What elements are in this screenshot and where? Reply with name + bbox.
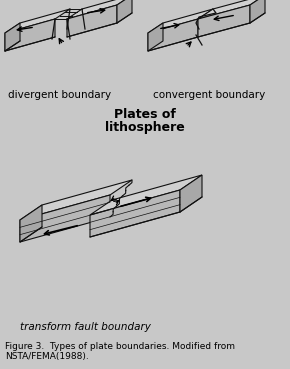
Polygon shape [20,195,110,242]
Polygon shape [198,0,265,19]
Polygon shape [20,205,42,242]
Polygon shape [5,19,55,51]
Text: transform fault boundary: transform fault boundary [20,322,151,332]
Text: convergent boundary: convergent boundary [153,90,265,100]
Polygon shape [90,190,180,237]
Polygon shape [180,175,202,212]
Polygon shape [148,19,198,51]
Polygon shape [90,175,202,215]
Polygon shape [20,180,132,220]
Polygon shape [250,0,265,23]
Polygon shape [198,5,250,37]
Text: Plates of: Plates of [114,108,176,121]
Polygon shape [117,0,132,23]
Polygon shape [67,0,132,19]
Text: divergent boundary: divergent boundary [8,90,111,100]
Polygon shape [148,23,163,51]
Polygon shape [148,9,213,33]
Text: Figure 3.  Types of plate boundaries. Modified from
NSTA/FEMA(1988).: Figure 3. Types of plate boundaries. Mod… [5,342,235,361]
Polygon shape [67,5,117,37]
Polygon shape [5,9,70,33]
Text: lithosphere: lithosphere [105,121,185,134]
Polygon shape [5,23,20,51]
